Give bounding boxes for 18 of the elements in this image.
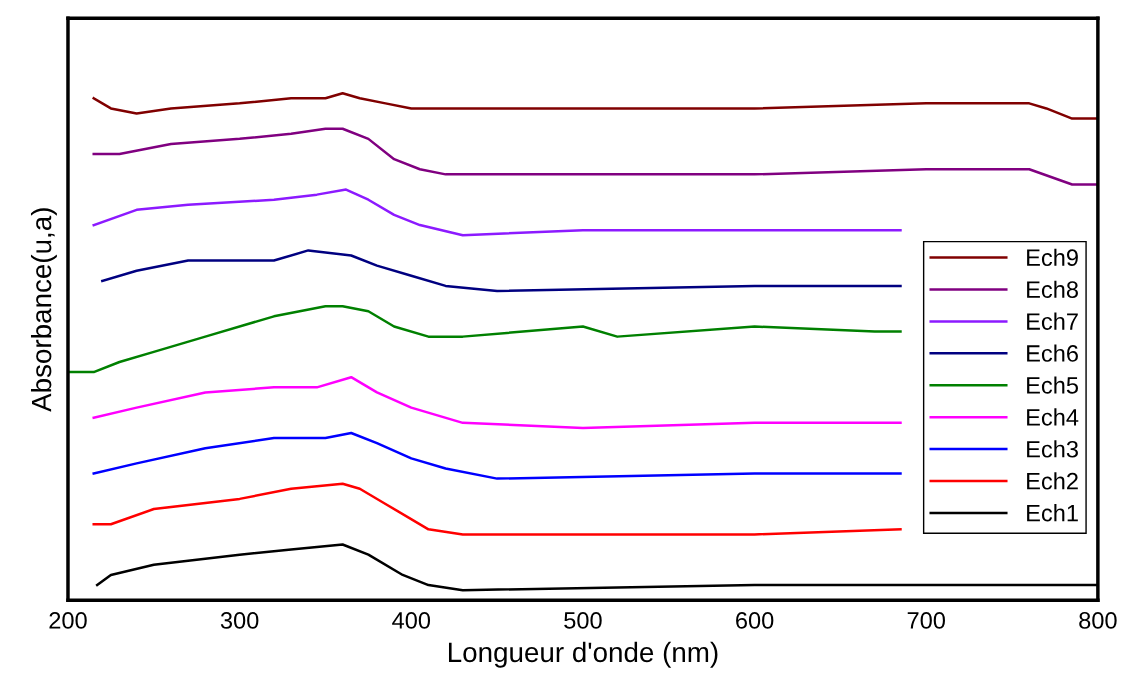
legend-label: Ech5 xyxy=(1027,376,1078,394)
legend-label: Ech9 xyxy=(1027,248,1078,267)
legend-label: Ech1 xyxy=(1027,504,1078,522)
x-tick-label: 300 xyxy=(220,612,259,629)
legend-label: Ech6 xyxy=(1027,344,1078,362)
legend-label: Ech8 xyxy=(1027,280,1078,298)
x-tick-label: 400 xyxy=(392,612,431,629)
x-tick-label: 800 xyxy=(1079,612,1117,629)
x-tick-label: 200 xyxy=(49,612,87,629)
x-tick-label: 500 xyxy=(564,612,602,629)
legend-label: Ech4 xyxy=(1027,408,1079,426)
x-tick-label: 600 xyxy=(736,612,774,629)
x-axis-title: Longueur d'onde (nm) xyxy=(448,641,718,668)
legend-label: Ech3 xyxy=(1027,440,1078,458)
y-axis-title: Absorbance(u,a) xyxy=(30,208,57,412)
x-tick-label: 700 xyxy=(907,612,945,629)
legend-label: Ech7 xyxy=(1027,312,1078,330)
legend-label: Ech2 xyxy=(1027,472,1078,490)
